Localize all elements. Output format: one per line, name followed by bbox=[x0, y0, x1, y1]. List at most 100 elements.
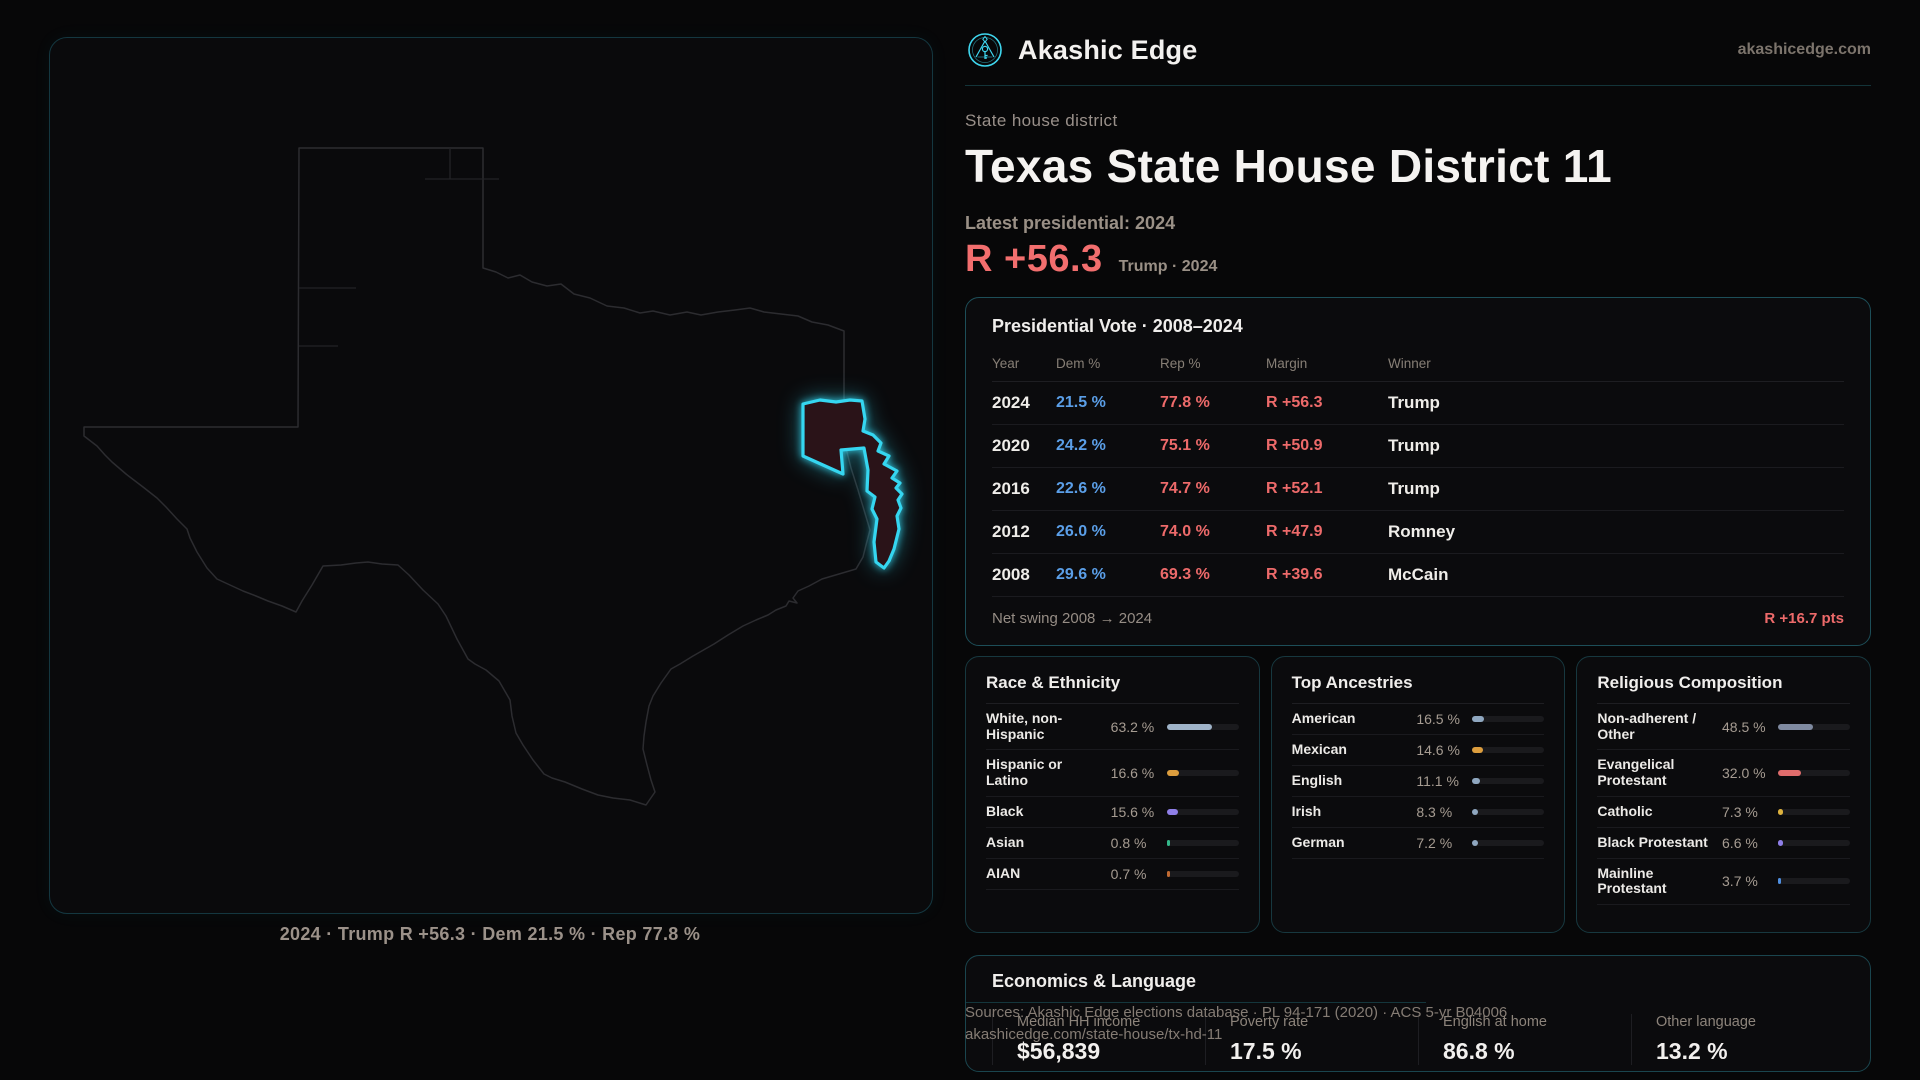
district-kicker: State house district bbox=[965, 111, 1118, 130]
cell-dem-pct: 22.6 % bbox=[1056, 480, 1106, 497]
col-header-year: Year bbox=[992, 356, 1020, 371]
stat-bar-row: German 7.2 % bbox=[1291, 828, 1545, 859]
stat-bar-row: Black Protestant 6.6 % bbox=[1597, 828, 1851, 859]
economics-stat: English at home 86.8 % bbox=[1418, 1014, 1631, 1065]
stat-value: 6.6 % bbox=[1722, 834, 1758, 851]
sources-url[interactable]: akashicedge.com/state-house/tx-hd-11 bbox=[965, 1025, 1223, 1043]
stat-value: 11.1 % bbox=[1416, 773, 1459, 789]
stat-bar-row: White, non-Hispanic 63.2 % bbox=[986, 704, 1239, 751]
economics-stat-value: $56,839 bbox=[1017, 1038, 1101, 1064]
cell-margin: R +47.9 bbox=[1266, 523, 1323, 540]
cell-winner: McCain bbox=[1388, 565, 1449, 584]
stat-bar-track bbox=[1472, 840, 1545, 846]
stat-bar-track bbox=[1166, 808, 1239, 815]
panel-body: White, non-Hispanic 63.2 % Hispanic or L… bbox=[986, 704, 1239, 890]
stat-bar-fill bbox=[1778, 723, 1813, 730]
stat-bar-fill bbox=[1166, 723, 1213, 730]
net-swing-label: Net swing 2008 → 2024 bbox=[992, 610, 1153, 627]
brand-name: Akashic Edge bbox=[1018, 34, 1198, 65]
stat-value: 16.5 % bbox=[1416, 711, 1460, 727]
stat-value: 14.6 % bbox=[1416, 742, 1460, 758]
cell-year: 2008 bbox=[992, 565, 1030, 584]
table-row: 2024 21.5 % 77.8 % R +56.3 Trump bbox=[992, 382, 1844, 425]
stat-value: 7.2 % bbox=[1416, 835, 1453, 851]
site-domain-link[interactable]: akashicedge.com bbox=[1737, 41, 1871, 58]
table-row: 2020 24.2 % 75.1 % R +50.9 Trump bbox=[992, 425, 1844, 468]
stat-bar-fill bbox=[1472, 778, 1481, 784]
stat-value: 15.6 % bbox=[1110, 803, 1155, 820]
cell-year: 2012 bbox=[992, 522, 1030, 541]
economics-stat-label: Median HH income bbox=[1017, 1014, 1141, 1030]
stat-label: Asian bbox=[986, 833, 1025, 850]
stat-bar-track bbox=[1778, 878, 1851, 885]
cell-margin: R +56.3 bbox=[1266, 394, 1323, 411]
stat-value: 32.0 % bbox=[1722, 765, 1766, 782]
stat-bar-row: Mexican 14.6 % bbox=[1291, 735, 1545, 766]
stat-bar-fill bbox=[1778, 839, 1783, 846]
stat-bar-track bbox=[1778, 808, 1851, 815]
panel-body: Non-adherent / Other 48.5 % Evangelical … bbox=[1597, 704, 1851, 906]
stat-bar-row: Black 15.6 % bbox=[986, 797, 1239, 828]
stat-value: 63.2 % bbox=[1110, 718, 1155, 735]
stat-bar-row: Irish 8.3 % bbox=[1291, 797, 1545, 828]
akashic-edge-logo-icon bbox=[968, 33, 1002, 67]
table-body: 2024 21.5 % 77.8 % R +56.3 Trump 2020 24… bbox=[992, 382, 1844, 597]
cell-winner: Trump bbox=[1388, 479, 1440, 498]
map-internal-boundaries bbox=[299, 148, 499, 347]
stat-bar-row: Evangelical Protestant 32.0 % bbox=[1597, 750, 1851, 797]
district-map-panel bbox=[49, 37, 933, 914]
economics-stat-label: Poverty rate bbox=[1230, 1014, 1309, 1030]
stat-bar-row: AIAN 0.7 % bbox=[986, 859, 1239, 890]
stat-bar-track bbox=[1166, 870, 1239, 877]
stat-bar-fill bbox=[1166, 770, 1179, 777]
headline-margin: R +56.3 Trump · 2024 bbox=[965, 238, 1871, 281]
economics-stat: Poverty rate 17.5 % bbox=[1205, 1014, 1418, 1065]
col-header-margin: Margin bbox=[1266, 356, 1308, 371]
district-11-shape bbox=[801, 398, 904, 570]
stat-value: 7.3 % bbox=[1722, 803, 1758, 820]
texas-state-outline bbox=[83, 147, 871, 806]
stat-label: American bbox=[1291, 710, 1356, 727]
stat-bar-track bbox=[1472, 809, 1545, 815]
table-row: 2012 26.0 % 74.0 % R +47.9 Romney bbox=[992, 511, 1844, 554]
economics-stat: Median HH income $56,839 bbox=[992, 1014, 1205, 1065]
cell-year: 2016 bbox=[992, 479, 1030, 498]
stat-bar-fill bbox=[1472, 809, 1479, 815]
stat-bar-fill bbox=[1472, 840, 1478, 846]
stat-value: 8.3 % bbox=[1416, 804, 1453, 820]
stat-label: Irish bbox=[1291, 803, 1322, 820]
stat-label: AIAN bbox=[986, 864, 1021, 881]
stat-value: 0.7 % bbox=[1110, 865, 1147, 882]
cell-margin: R +39.6 bbox=[1266, 566, 1323, 583]
demographic-panel: Religious Composition Non-adherent / Oth… bbox=[1576, 656, 1872, 933]
stat-label: Catholic bbox=[1597, 802, 1653, 819]
stat-bar-track bbox=[1472, 716, 1545, 722]
stat-label: White, non-Hispanic bbox=[986, 710, 1063, 742]
stat-bar-fill bbox=[1166, 808, 1178, 815]
stat-value: 48.5 % bbox=[1722, 718, 1766, 735]
panel-title: Top Ancestries bbox=[1291, 673, 1545, 704]
stat-bar-track bbox=[1166, 723, 1239, 730]
latest-presidential-label: Latest presidential: 2024 bbox=[965, 213, 1176, 233]
margin-value: R +56.3 bbox=[965, 238, 1103, 280]
cell-dem-pct: 29.6 % bbox=[1056, 566, 1106, 583]
stat-label: Black Protestant bbox=[1597, 833, 1708, 850]
presidential-vote-panel: Presidential Vote · 2008–2024 Year Dem %… bbox=[965, 297, 1871, 646]
stat-bar-track bbox=[1166, 770, 1239, 777]
margin-caption: Trump · 2024 bbox=[1118, 258, 1218, 275]
cell-year: 2024 bbox=[992, 393, 1030, 412]
table-row: 2016 22.6 % 74.7 % R +52.1 Trump bbox=[992, 468, 1844, 511]
stat-label: Hispanic or Latino bbox=[986, 756, 1063, 789]
demographic-panel: Top Ancestries American 16.5 % M bbox=[1270, 656, 1566, 933]
col-header-rep: Rep % bbox=[1160, 356, 1201, 371]
stat-value: 16.6 % bbox=[1110, 765, 1155, 782]
demographic-panel: Race & Ethnicity White, non-Hispanic 63.… bbox=[965, 656, 1260, 933]
net-swing-row: Net swing 2008 → 2024 R +16.7 pts bbox=[992, 597, 1844, 635]
economics-stat-value: 13.2 % bbox=[1656, 1038, 1728, 1064]
stat-bar-fill bbox=[1472, 747, 1483, 753]
panel-title: Race & Ethnicity bbox=[986, 673, 1239, 704]
economics-panel: Economics & Language Median HH income $5… bbox=[965, 955, 1871, 1072]
stat-bar-row: English 11.1 % bbox=[1291, 766, 1545, 797]
texas-map bbox=[83, 147, 904, 806]
net-swing-value: R +16.7 pts bbox=[1764, 610, 1844, 627]
